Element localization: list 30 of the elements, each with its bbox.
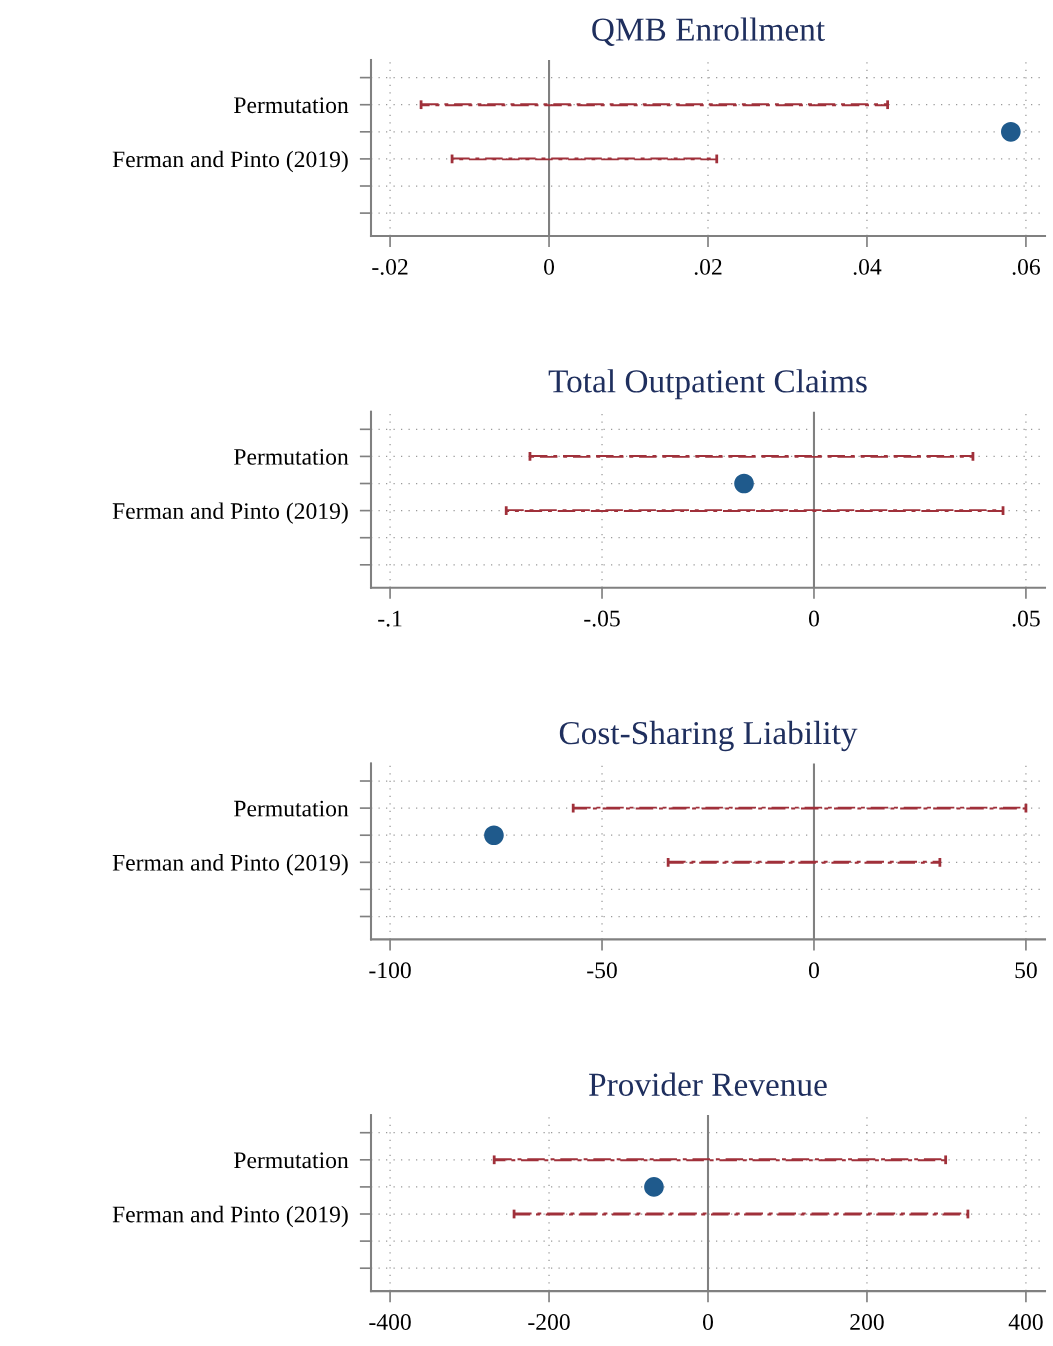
chart-title: Cost-Sharing Liability <box>559 720 858 752</box>
x-tick-label: -100 <box>369 962 411 979</box>
x-tick-label: .04 <box>853 258 882 275</box>
y-tick-label: Permutation <box>234 448 349 465</box>
chart-title: Total Outpatient Claims <box>548 369 867 400</box>
x-tick-label: -200 <box>528 1314 570 1330</box>
x-tick-label: -.05 <box>584 610 620 627</box>
y-tick-label: Ferman and Pinto (2019) <box>112 502 348 524</box>
y-tick-label: Ferman and Pinto (2019) <box>112 854 348 876</box>
x-tick-label: -50 <box>587 962 617 979</box>
y-tick-label: Ferman and Pinto (2019) <box>112 150 348 173</box>
x-tick-label: 0 <box>703 1314 713 1330</box>
x-tick-label: 0 <box>808 610 819 627</box>
chart-title: Provider Revenue <box>589 1072 827 1096</box>
x-tick-label: -400 <box>369 1314 411 1330</box>
x-tick-label: 200 <box>850 1314 884 1330</box>
x-tick-label: .02 <box>694 258 722 275</box>
x-tick-label: 0 <box>808 962 819 979</box>
chart-title: QMB Enrollment <box>592 17 825 46</box>
x-tick-label: 0 <box>544 258 555 275</box>
x-tick-label: .05 <box>1012 610 1040 627</box>
x-tick-label: -.02 <box>372 258 408 275</box>
y-tick-label: Permutation <box>234 97 349 114</box>
y-tick-label: Permutation <box>234 800 349 817</box>
x-tick-label: -.1 <box>378 610 402 627</box>
x-tick-label: 50 <box>1015 962 1037 979</box>
x-tick-label: .06 <box>1012 258 1040 275</box>
y-tick-label: Ferman and Pinto (2019) <box>112 1205 348 1228</box>
y-tick-label: Permutation <box>234 1152 349 1169</box>
x-tick-label: 400 <box>1008 1314 1043 1330</box>
